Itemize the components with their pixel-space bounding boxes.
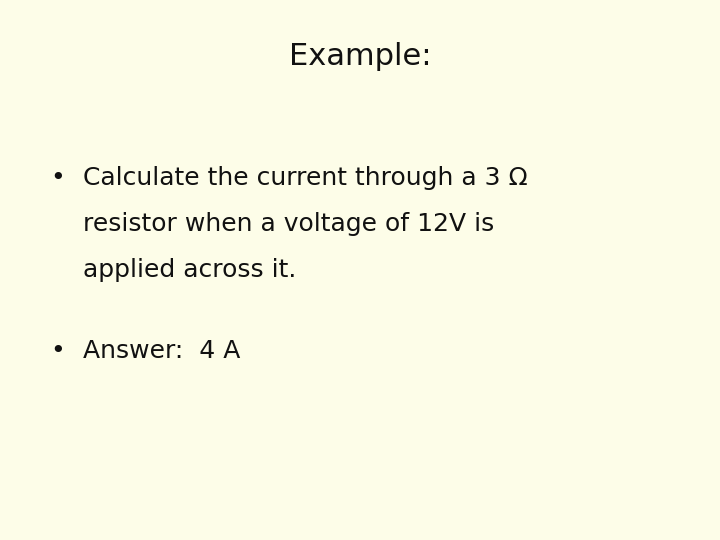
Text: applied across it.: applied across it. (83, 258, 296, 282)
Text: Calculate the current through a 3 Ω: Calculate the current through a 3 Ω (83, 166, 528, 190)
Text: Example:: Example: (289, 42, 431, 71)
Text: •: • (50, 339, 65, 363)
Text: •: • (50, 166, 65, 190)
Text: Answer:  4 A: Answer: 4 A (83, 339, 240, 363)
Text: resistor when a voltage of 12V is: resistor when a voltage of 12V is (83, 212, 494, 236)
